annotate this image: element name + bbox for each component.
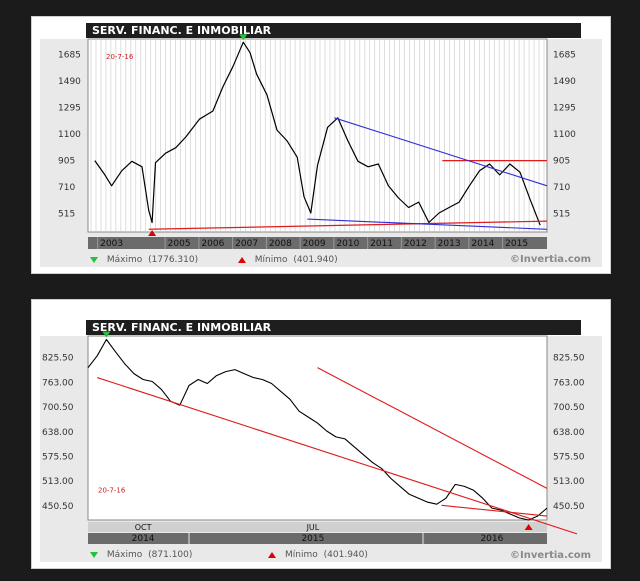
y-tick-label-left: 1295 — [58, 104, 81, 114]
plot-area — [87, 38, 548, 233]
x-tick-label: 2007 — [235, 239, 258, 249]
min-label: Mínimo — [254, 255, 288, 265]
y-tick-label-left: 905 — [58, 157, 75, 167]
y-tick-label-right: 513.00 — [553, 477, 585, 487]
year-label: 2015 — [301, 534, 324, 544]
x-tick-label: 2011 — [370, 239, 393, 249]
y-tick-label-left: 450.50 — [42, 502, 74, 512]
brand-logo: ©Invertia.com — [510, 254, 592, 265]
max-value: (871.100) — [148, 550, 193, 560]
year-band — [88, 237, 547, 249]
series-line — [87, 338, 548, 521]
y-tick-label-right: 1685 — [553, 51, 576, 61]
lower-channel-line — [307, 218, 548, 230]
y-tick-label-right: 1490 — [553, 77, 576, 87]
x-tick-label: 2003 — [100, 239, 123, 249]
support-trendline — [441, 504, 548, 517]
chart-title: SERV. FINANC. E INMOBILIAR — [86, 320, 581, 335]
chart-2-svg: 450.50 450.50 513.00 513.00 575.50 575.50 638.… — [40, 331, 602, 562]
max-marker-icon — [239, 34, 248, 41]
y-tick-label-right: 450.50 — [553, 502, 585, 512]
y-tick-label-right: 515 — [553, 210, 570, 220]
y-tick-label-left: 1685 — [58, 51, 81, 61]
chart-panel-1: SERV. FINANC. E INMOBILIAR 515 515 710 710 9… — [31, 16, 611, 274]
upper-channel-line — [317, 367, 548, 489]
x-tick-label: 2010 — [336, 239, 359, 249]
y-tick-label-right: 1100 — [553, 130, 576, 140]
max-label: Máximo — [106, 255, 143, 265]
year-band — [88, 533, 547, 544]
chart-legend: Máximo (871.100) Mínimo (401.940) — [90, 550, 368, 560]
min-value: (401.940) — [323, 550, 368, 560]
chart-title: SERV. FINANC. E INMOBILIAR — [86, 23, 581, 38]
brand-logo: ©Invertia.com — [510, 550, 592, 561]
min-marker-icon — [524, 524, 533, 530]
max-marker-icon — [90, 551, 98, 558]
y-tick-label-left: 763.00 — [42, 378, 74, 388]
y-tick-label-right: 710 — [553, 183, 570, 193]
x-tick-label: 2014 — [471, 239, 494, 249]
x-tick-label: OCT — [135, 523, 152, 532]
month-band — [88, 522, 547, 532]
x-tick-label: 2005 — [168, 239, 191, 249]
x-tick-label: 2015 — [505, 239, 528, 249]
y-tick-label-right: 575.50 — [553, 452, 585, 462]
x-tick-label: 2013 — [438, 239, 461, 249]
y-tick-label-left: 513.00 — [42, 477, 74, 487]
series-line — [94, 41, 541, 226]
y-tick-label-left: 710 — [58, 183, 75, 193]
max-label: Máximo — [106, 550, 143, 560]
y-tick-label-left: 700.50 — [42, 403, 74, 413]
chart-panel-2: SERV. FINANC. E INMOBILIAR 450.50 450.50 5… — [31, 299, 611, 569]
max-value: (1776.310) — [148, 255, 199, 265]
y-tick-label-left: 825.50 — [42, 354, 74, 364]
y-tick-label-right: 825.50 — [553, 354, 585, 364]
max-marker-icon — [90, 256, 98, 263]
min-marker-icon — [237, 256, 246, 263]
year-label: 2016 — [480, 534, 503, 544]
y-tick-label-left: 638.00 — [42, 428, 74, 438]
y-tick-label-right: 1295 — [553, 104, 576, 114]
y-tick-label-right: 763.00 — [553, 378, 585, 388]
year-label: 2014 — [132, 534, 155, 544]
min-marker-icon — [148, 230, 157, 237]
plot-area — [87, 335, 548, 521]
min-label: Mínimo — [285, 550, 318, 560]
date-label: 20-7-16 — [106, 53, 134, 61]
y-tick-label-right: 700.50 — [553, 403, 585, 413]
x-tick-label: 2006 — [201, 239, 224, 249]
y-tick-label-left: 515 — [58, 210, 75, 220]
y-tick-label-left: 1100 — [58, 130, 81, 140]
lower-channel-line — [97, 377, 578, 535]
x-tick-label: 2012 — [404, 239, 427, 249]
y-tick-label-right: 905 — [553, 157, 570, 167]
x-tick-label: 2008 — [269, 239, 292, 249]
chart-legend: Máximo (1776.310) Mínimo (401.940) — [90, 255, 338, 265]
x-tick-label: JUL — [306, 523, 320, 532]
chart-1-svg: 515 515 710 710 905 905 1100 1100 1295 1295 1490 14… — [40, 34, 602, 267]
y-tick-label-right: 638.00 — [553, 428, 585, 438]
max-marker-icon — [102, 331, 111, 338]
x-tick-label: 2009 — [303, 239, 326, 249]
min-value: (401.940) — [293, 255, 338, 265]
min-marker-icon — [268, 551, 277, 558]
y-tick-label-left: 575.50 — [42, 452, 74, 462]
date-label: 20-7-16 — [98, 486, 126, 494]
support-trendline — [148, 220, 548, 230]
y-tick-label-left: 1490 — [58, 77, 81, 87]
upper-channel-line — [334, 117, 548, 187]
